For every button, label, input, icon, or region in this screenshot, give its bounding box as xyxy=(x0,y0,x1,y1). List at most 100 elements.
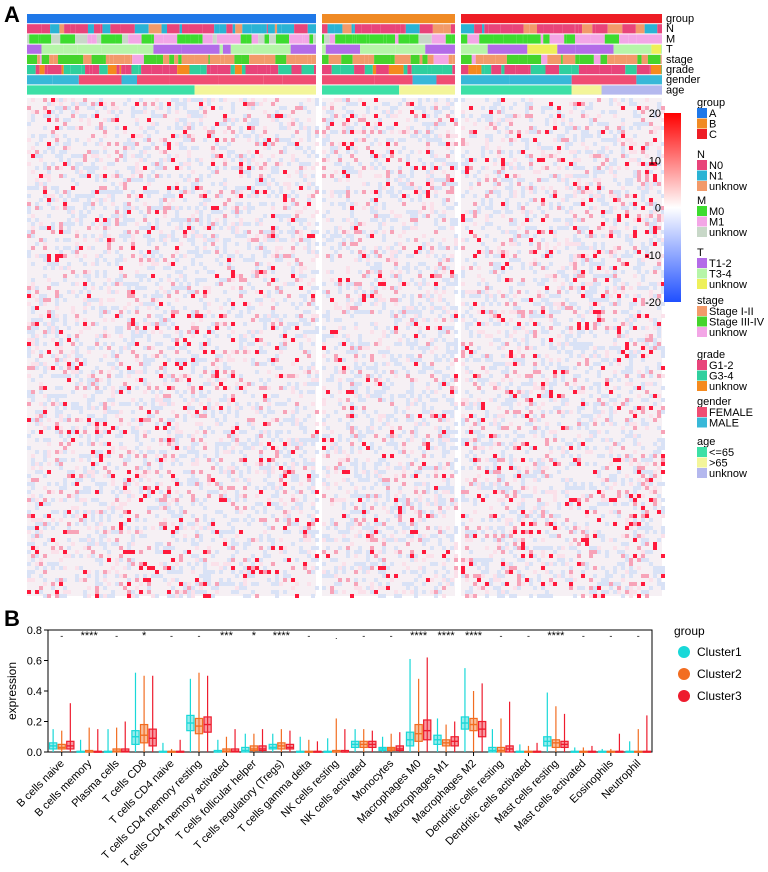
legend-title-stage: stage xyxy=(697,295,724,307)
box-Cluster2 xyxy=(304,739,314,753)
box-Cluster2 xyxy=(634,729,643,753)
legend-label: G3-4 xyxy=(709,371,733,383)
box-Cluster1 xyxy=(186,678,195,752)
box-Cluster3 xyxy=(395,732,404,752)
legend-swatch xyxy=(697,129,707,139)
legend-label: A xyxy=(709,108,717,120)
box-Cluster1 xyxy=(76,739,85,753)
box-Cluster1 xyxy=(405,658,415,752)
heatmap xyxy=(27,98,665,598)
box-Cluster2 xyxy=(606,748,616,753)
legend-swatch xyxy=(697,306,707,316)
box-Cluster1 xyxy=(323,738,332,753)
box-Cluster2 xyxy=(57,730,66,752)
legend-label: FEMALE xyxy=(709,407,753,419)
group-bar-B xyxy=(322,14,455,24)
annotation-label-gender: gender xyxy=(666,74,701,86)
box-Cluster1 xyxy=(213,739,223,753)
box-Cluster1 xyxy=(378,736,387,752)
significance-label: * xyxy=(252,630,257,642)
legend-swatch xyxy=(697,468,707,478)
annotation-label-N: N xyxy=(666,23,674,35)
legend-label: >65 xyxy=(709,458,728,470)
legend-title-age: age xyxy=(697,436,715,448)
box-Cluster1 xyxy=(460,668,470,752)
y-tick-label: 0.2 xyxy=(27,717,42,729)
significance-label: - xyxy=(60,631,63,641)
significance-label: **** xyxy=(410,630,428,642)
box-Cluster3 xyxy=(93,729,102,753)
annotation-label-group: group xyxy=(666,13,694,25)
significance-label: - xyxy=(307,631,310,641)
box-Cluster3 xyxy=(258,729,267,752)
legend-swatch xyxy=(697,417,707,428)
box-Cluster3 xyxy=(285,730,295,752)
legend-swatch xyxy=(697,316,707,327)
colorbar-tick: 0 xyxy=(655,203,661,215)
significance-label: **** xyxy=(547,630,565,642)
box-Cluster1 xyxy=(598,748,607,753)
box-Cluster1 xyxy=(433,718,442,752)
legend-label: unknow xyxy=(709,227,747,239)
legend-swatch xyxy=(697,360,707,370)
legend-swatch xyxy=(697,327,707,337)
box-Cluster1 xyxy=(103,729,113,753)
colorbar-tick: -10 xyxy=(645,250,661,262)
box-Cluster2 xyxy=(441,724,451,752)
legend-label: Stage III-IV xyxy=(709,317,765,329)
box-Cluster1 xyxy=(48,729,58,752)
annotation-label-T: T xyxy=(666,44,673,56)
legend-label: T1-2 xyxy=(709,258,732,270)
annotation-label-M: M xyxy=(666,33,675,45)
colorbar-gradient xyxy=(664,113,681,302)
legend-label: G1-2 xyxy=(709,360,733,372)
legend-title-group: group xyxy=(674,624,705,638)
legend-dot xyxy=(678,668,690,680)
legend-label: B xyxy=(709,119,716,131)
box-Cluster1 xyxy=(158,742,168,753)
significance-label: **** xyxy=(438,630,456,642)
significance-label: - xyxy=(527,631,530,641)
box-Cluster3 xyxy=(230,729,240,753)
legend-title-T: T xyxy=(697,247,704,259)
significance-label: - xyxy=(390,631,393,641)
box-Cluster3 xyxy=(615,733,624,753)
legend-title-group: group xyxy=(697,97,725,109)
box-Cluster1 xyxy=(488,729,497,753)
legend-swatch xyxy=(697,108,707,118)
annotation-label-age: age xyxy=(666,84,684,96)
legend-label: unknow xyxy=(709,279,747,291)
legend-swatch xyxy=(697,206,707,216)
box-Cluster3 xyxy=(532,742,542,753)
legend-swatch xyxy=(697,258,707,268)
y-tick-label: 0.6 xyxy=(27,656,42,668)
legend-swatch xyxy=(697,370,707,381)
legend-title-N: N xyxy=(697,149,705,161)
box-Cluster3 xyxy=(148,675,157,752)
legend-label: Cluster2 xyxy=(697,667,742,681)
box-Cluster2 xyxy=(359,729,368,752)
significance-label: **** xyxy=(273,630,291,642)
box-Cluster2 xyxy=(496,718,506,753)
significance-label: *** xyxy=(220,630,234,642)
legend-swatch xyxy=(697,160,707,170)
y-tick-label: 0.0 xyxy=(27,747,42,759)
significance-label: **** xyxy=(465,630,483,642)
box-Cluster1 xyxy=(543,692,552,752)
colorbar-tick: -20 xyxy=(645,297,661,309)
legend-label: N1 xyxy=(709,171,723,183)
significance-label: - xyxy=(637,631,640,641)
legend-dot xyxy=(678,646,690,658)
box-Cluster2 xyxy=(112,727,121,753)
box-Cluster2 xyxy=(277,729,286,752)
legend-swatch xyxy=(697,118,707,129)
panel-b-label: B xyxy=(4,606,20,631)
box-Cluster1 xyxy=(296,736,305,753)
annotation-label-stage: stage xyxy=(666,54,693,66)
legend-label: N0 xyxy=(709,160,723,172)
box-Cluster3 xyxy=(368,730,377,752)
box-Cluster3 xyxy=(477,683,487,752)
box-Cluster2 xyxy=(139,675,149,752)
box-Cluster3 xyxy=(587,745,597,753)
